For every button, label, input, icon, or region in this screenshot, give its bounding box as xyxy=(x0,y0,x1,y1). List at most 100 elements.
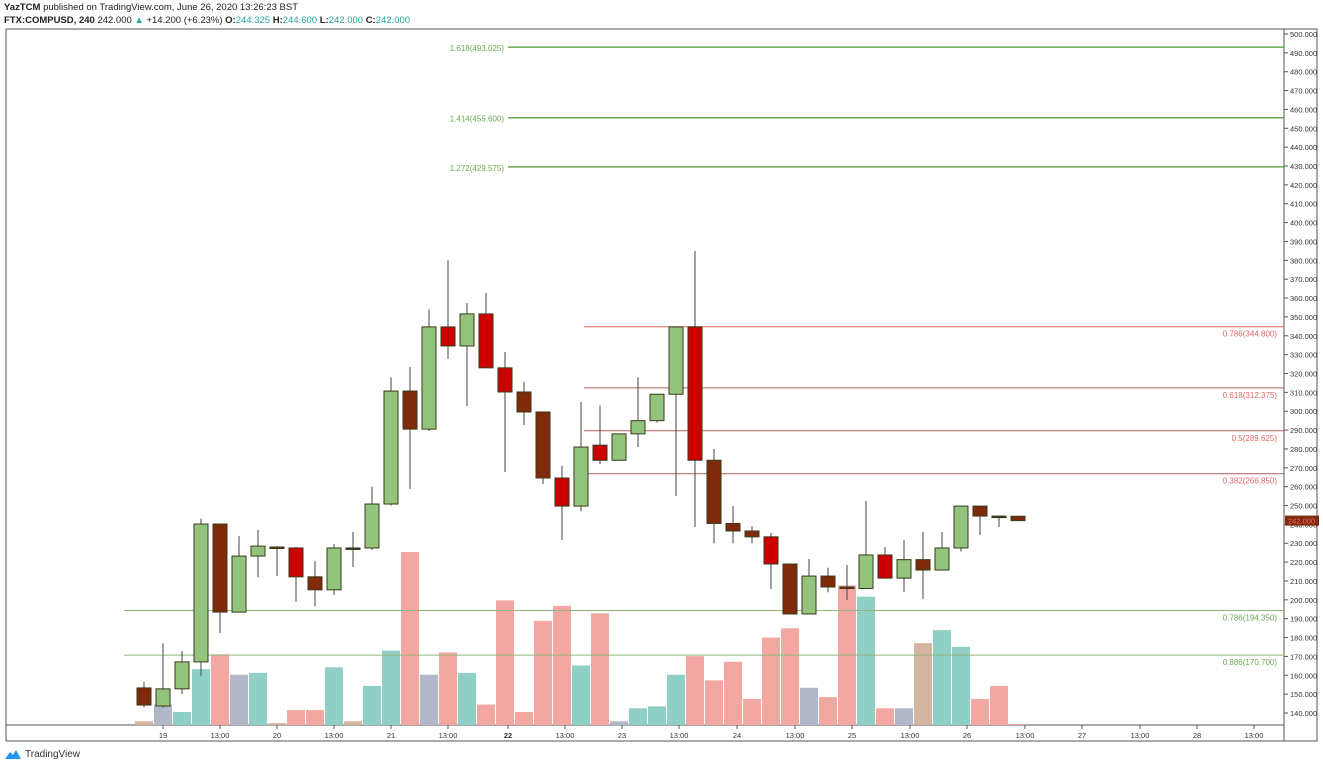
y-tick-label: 410.000 xyxy=(1290,200,1317,209)
fib-label: 0.786(344.800) xyxy=(1223,330,1278,339)
volume-bar xyxy=(268,723,286,725)
price-axis[interactable]: 500.000 490.000 480.000 470.000 460.000 450.0… xyxy=(1284,30,1317,718)
candle-body xyxy=(497,367,513,393)
close-label: C: xyxy=(365,14,376,26)
y-tick-label: 380.000 xyxy=(1290,256,1317,265)
fib-label: 1.414(455.600) xyxy=(450,115,505,124)
candle-body xyxy=(877,554,893,579)
volume-bar xyxy=(553,605,571,725)
volume-bar xyxy=(591,613,609,725)
volume-bar xyxy=(477,704,495,725)
low-label: L: xyxy=(319,14,329,26)
candle-body xyxy=(782,563,798,615)
candle-body xyxy=(364,503,380,549)
volume-bar xyxy=(876,708,894,725)
volume-bar xyxy=(819,697,837,725)
brand-name: TradingView xyxy=(25,749,81,760)
open-value: 244.325 xyxy=(235,14,271,26)
y-tick-label: 320.000 xyxy=(1290,369,1317,378)
candlesticks xyxy=(136,250,1026,708)
fibonacci-levels[interactable]: 1.618(493.025) 1.414(455.600) 1.272(429.57… xyxy=(124,44,1284,667)
y-tick-label: 150.000 xyxy=(1290,690,1317,699)
candle-body xyxy=(1010,515,1026,522)
volume-bar xyxy=(230,674,248,725)
symbol: FTX:COMPUSD, 240 xyxy=(4,14,95,26)
volume-bar xyxy=(1009,724,1027,725)
candle-body xyxy=(668,326,684,395)
x-tick-label: 13:00 xyxy=(670,731,689,740)
y-tick-label: 360.000 xyxy=(1290,294,1317,303)
change: +14.200 (+6.23%) xyxy=(146,14,223,26)
y-tick-label: 190.000 xyxy=(1290,615,1317,624)
volume-bar xyxy=(439,652,457,725)
tradingview-cloud-icon xyxy=(5,750,21,759)
y-tick-label: 310.000 xyxy=(1290,388,1317,397)
candle-body xyxy=(288,547,304,578)
volume-bar xyxy=(800,687,818,725)
publish-info: published on TradingView.com, June 26, 2… xyxy=(40,2,298,13)
author[interactable]: YazTCM xyxy=(4,2,41,13)
volume-bar xyxy=(629,708,647,725)
volume-bars xyxy=(135,552,1027,725)
x-tick-label: 13:00 xyxy=(325,731,344,740)
volume-bar xyxy=(952,646,970,725)
candle-body xyxy=(611,433,627,461)
y-tick-label: 210.000 xyxy=(1290,577,1317,586)
close-value: 242.000 xyxy=(375,14,411,26)
y-tick-label: 260.000 xyxy=(1290,483,1317,492)
y-tick-label: 450.000 xyxy=(1290,124,1317,133)
tradingview-logo[interactable]: TradingView xyxy=(4,749,80,760)
high-value: 244.600 xyxy=(282,14,318,26)
y-tick-label: 430.000 xyxy=(1290,162,1317,171)
open-label: O: xyxy=(225,14,236,26)
y-tick-label: 270.000 xyxy=(1290,464,1317,473)
volume-bar xyxy=(401,552,419,725)
candle-body xyxy=(174,661,190,690)
volume-bar xyxy=(705,680,723,725)
y-tick-label: 350.000 xyxy=(1290,313,1317,322)
volume-bar xyxy=(648,706,666,725)
volume-bar xyxy=(724,661,742,725)
y-tick-label: 340.000 xyxy=(1290,332,1317,341)
y-tick-label: 220.000 xyxy=(1290,558,1317,567)
candle-body xyxy=(193,523,209,663)
candle-body xyxy=(972,505,988,517)
y-tick-label: 390.000 xyxy=(1290,237,1317,246)
x-tick-label: 22 xyxy=(504,731,512,740)
candle-body xyxy=(516,391,532,413)
price-tag-bg xyxy=(1285,515,1319,526)
candle-body xyxy=(459,313,475,347)
candle-body xyxy=(573,446,589,507)
x-tick-label: 23 xyxy=(618,731,626,740)
fib-label: 1.618(493.025) xyxy=(450,44,505,53)
y-tick-label: 140.000 xyxy=(1290,709,1317,718)
volume-bar xyxy=(173,711,191,725)
low-value: 242.000 xyxy=(328,14,364,26)
volume-bar xyxy=(287,710,305,725)
y-tick-label: 470.000 xyxy=(1290,87,1317,96)
candle-body xyxy=(725,522,741,532)
fib-label: 0.5(289.625) xyxy=(1232,434,1278,443)
chart-header: YazTCM published on TradingView.com, Jun… xyxy=(4,2,410,27)
volume-bar xyxy=(895,708,913,725)
volume-bar xyxy=(458,672,476,725)
y-tick-label: 200.000 xyxy=(1290,596,1317,605)
candle-body xyxy=(934,547,950,571)
candle-body xyxy=(440,326,456,347)
candle-body xyxy=(554,477,570,507)
volume-bar xyxy=(971,698,989,725)
up-arrow-icon: ▲ xyxy=(134,14,144,26)
time-axis[interactable]: 19 13:00 20 13:00 21 13:00 22 13:00 23 13:00 24 13:… xyxy=(159,725,1264,740)
candle-body xyxy=(763,536,779,565)
candle-body xyxy=(820,575,836,588)
candle-body xyxy=(307,576,323,591)
candle-body xyxy=(421,326,437,430)
candle-body xyxy=(136,687,152,706)
volume-bar xyxy=(420,674,438,725)
y-tick-label: 440.000 xyxy=(1290,143,1317,152)
y-tick-label: 500.000 xyxy=(1290,30,1317,39)
volume-bar xyxy=(249,672,267,725)
candle-body xyxy=(535,411,551,479)
x-tick-label: 24 xyxy=(733,731,741,740)
